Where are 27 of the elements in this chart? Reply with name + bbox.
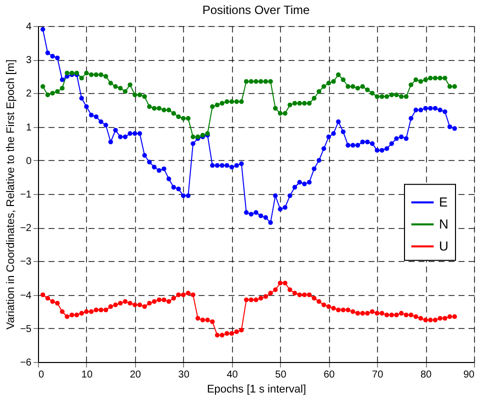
- x-tick-label: 0: [38, 370, 44, 380]
- legend-label: E: [439, 194, 448, 210]
- x-tick-label: 50: [275, 370, 287, 380]
- y-tick-label: 1: [26, 122, 32, 134]
- y-tick-label: −5: [20, 324, 32, 335]
- x-axis-title: Epochs [1 s interval]: [206, 384, 306, 396]
- x-tick-label: 20: [130, 370, 142, 380]
- x-tick-label: 30: [178, 370, 190, 380]
- x-tick-label: 80: [420, 370, 432, 380]
- y-tick-label: −1: [20, 190, 32, 200]
- x-tick-label: 40: [226, 370, 238, 380]
- x-tick-label: 10: [81, 370, 93, 380]
- legend-label: U: [439, 238, 448, 254]
- y-tick-label: 3: [26, 55, 32, 66]
- x-tick-label: 90: [463, 370, 475, 380]
- y-tick-label: 0: [26, 156, 32, 167]
- x-tick-label: 70: [372, 370, 384, 380]
- y-tick-label: 2: [26, 88, 32, 100]
- legend-label: N: [439, 216, 448, 232]
- y-tick-label: −2: [20, 223, 32, 234]
- x-tick-label: 60: [324, 370, 336, 380]
- y-axis-title: Variation in Coordinates, Relative to the First Epoch [m]: [5, 59, 18, 330]
- y-tick-label: −6: [20, 358, 32, 368]
- y-tick-label: −3: [20, 256, 32, 268]
- y-tick-label: −4: [20, 290, 32, 302]
- chart-title: Positions Over Time: [202, 3, 310, 17]
- y-tick-label: 4: [26, 22, 32, 32]
